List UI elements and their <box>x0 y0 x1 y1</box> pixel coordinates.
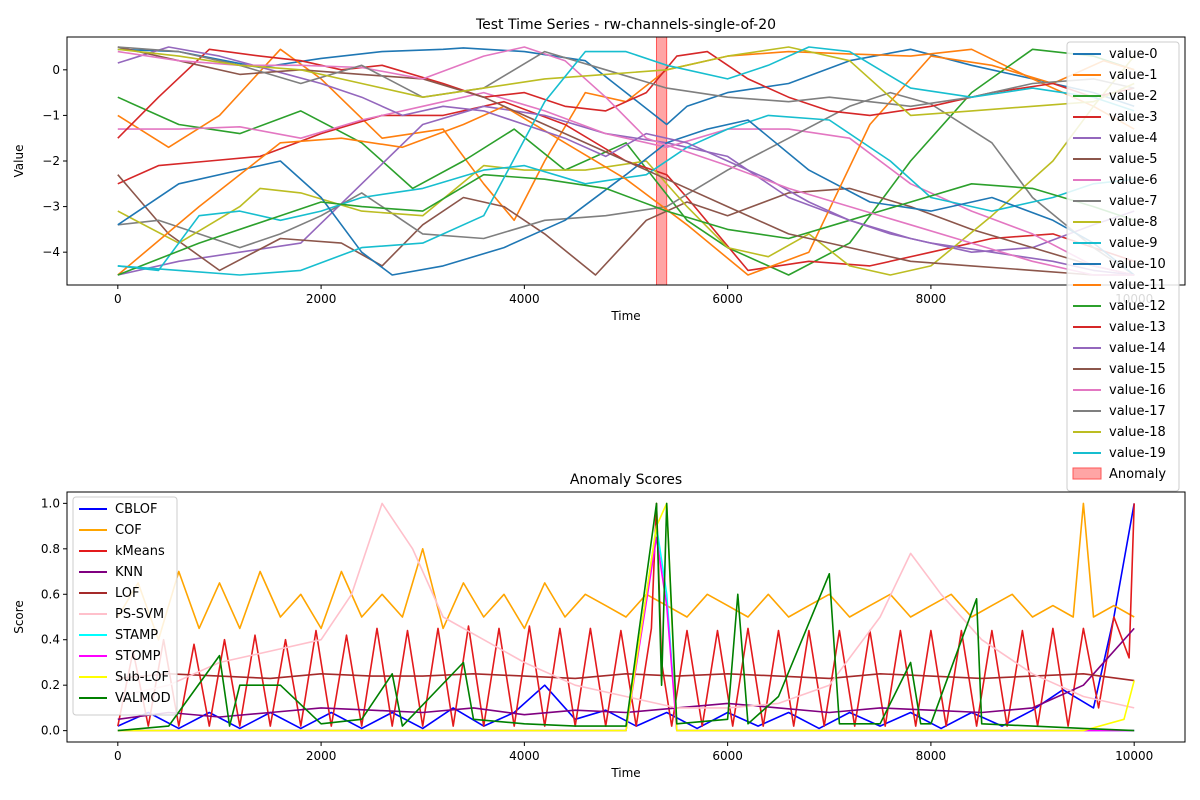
ts-series-value-4 <box>117 105 1135 276</box>
ts-legend-label-value-8: value-8 <box>1109 215 1157 230</box>
ts-legend-label-value-13: value-13 <box>1109 320 1166 335</box>
score-legend-label-ps-svm: PS-SVM <box>115 607 164 622</box>
ts-series-value-13 <box>117 48 1135 139</box>
ts-series-value-0 <box>117 47 1135 126</box>
score-series-valmod <box>117 502 1135 732</box>
ts-series-value-3 <box>117 100 1135 272</box>
score-legend: CBLOF COF kMeans KNN LOF PS-SVM STAMP STOMP Sub-… <box>72 496 178 716</box>
ts-ytick-label: −4 <box>42 245 60 259</box>
ts-xtick-label: 4000 <box>509 292 540 306</box>
score-series-lof <box>117 673 1135 682</box>
ts-legend-label-value-5: value-5 <box>1109 152 1157 167</box>
ts-legend-label-value-11: value-11 <box>1109 278 1166 293</box>
score-xtick-label: 8000 <box>916 749 947 763</box>
ts-legend-label-value-4: value-4 <box>1109 131 1157 146</box>
score-legend-label-stamp: STAMP <box>115 628 158 643</box>
score-x-axis-label: Time <box>610 766 640 780</box>
score-legend-label-cof: COF <box>115 523 142 538</box>
ts-legend-label-value-9: value-9 <box>1109 236 1157 251</box>
score-series-stamp <box>117 525 1135 732</box>
ts-ytick-label: 0 <box>52 63 60 77</box>
score-xtick-label: 0 <box>114 749 122 763</box>
ts-series-value-15 <box>117 46 1135 276</box>
score-ytick-label: 1.0 <box>41 496 60 510</box>
score-series-cof <box>117 502 1135 641</box>
score-legend-label-cblof: CBLOF <box>115 502 158 517</box>
ts-legend-label-value-1: value-1 <box>1109 68 1157 83</box>
score-series-ps-svm <box>117 502 1135 709</box>
ts-xtick-label: 6000 <box>712 292 743 306</box>
ts-legend-label-value-2: value-2 <box>1109 89 1157 104</box>
score-axes-frame <box>66 491 1186 743</box>
score-ytick-label: 0.0 <box>41 724 60 738</box>
ts-legend-label-anomaly: Anomaly <box>1109 467 1166 482</box>
score-series-kmeans <box>117 502 1135 727</box>
ts-series-value-5 <box>117 174 1135 276</box>
score-legend-label-valmod: VALMOD <box>115 691 171 706</box>
score-series-knn <box>117 627 1135 721</box>
score-series-group <box>117 502 1135 732</box>
ts-legend-label-value-3: value-3 <box>1109 110 1157 125</box>
ts-legend-label-value-10: value-10 <box>1109 257 1166 272</box>
ts-series-value-17 <box>117 46 1135 108</box>
score-ytick-label: 0.6 <box>41 587 60 601</box>
score-ytick-label: 0.4 <box>41 633 60 647</box>
ts-legend-label-value-19: value-19 <box>1109 446 1166 461</box>
ts-xtick-label: 2000 <box>306 292 337 306</box>
score-xtick-label: 2000 <box>306 749 337 763</box>
ts-legend: value-0 value-1 value-2 value-3 value-4 value… <box>1066 41 1180 492</box>
ts-ytick-label: −1 <box>42 108 60 122</box>
ts-series-value-6 <box>117 91 1135 276</box>
ts-x-axis-label: Time <box>610 309 640 323</box>
ts-legend-label-value-17: value-17 <box>1109 404 1166 419</box>
ts-chart-title: Test Time Series - rw-channels-single-of… <box>475 17 776 33</box>
ts-series-value-19 <box>117 46 1135 276</box>
score-xtick-label: 4000 <box>509 749 540 763</box>
ts-legend-label-value-6: value-6 <box>1109 173 1157 188</box>
ts-legend-label-value-18: value-18 <box>1109 425 1166 440</box>
score-legend-label-lof: LOF <box>115 586 140 601</box>
score-ytick-label: 0.2 <box>41 678 60 692</box>
ts-series-group <box>117 46 1135 276</box>
ts-legend-label-value-0: value-0 <box>1109 47 1157 62</box>
ts-legend-label-value-14: value-14 <box>1109 341 1166 356</box>
score-chart-title: Anomaly Scores <box>570 472 682 488</box>
anomaly-scores-plot: 0 2000 4000 6000 8000 10000 0.0 0.2 0.4 0.6 0.8 1.0… <box>12 472 1186 780</box>
ts-series-value-12 <box>117 173 1135 276</box>
ts-series-value-7 <box>117 91 1135 276</box>
ts-xtick-label: 0 <box>114 292 122 306</box>
score-legend-label-stomp: STOMP <box>115 649 161 664</box>
ts-series-value-14 <box>117 46 1135 276</box>
ts-series-value-11 <box>117 55 1135 276</box>
ts-legend-swatch-anomaly <box>1072 467 1102 480</box>
score-legend-label-kmeans: kMeans <box>115 544 165 559</box>
ts-y-axis-label: Value <box>12 145 26 178</box>
ts-xtick-label: 8000 <box>916 292 947 306</box>
score-legend-label-knn: KNN <box>115 565 143 580</box>
ts-legend-label-value-7: value-7 <box>1109 194 1157 209</box>
ts-series-value-18 <box>117 46 1135 117</box>
score-legend-label-sub-lof: Sub-LOF <box>115 670 169 685</box>
score-xtick-label: 6000 <box>712 749 743 763</box>
ts-legend-label-value-12: value-12 <box>1109 299 1166 314</box>
score-ytick-label: 0.8 <box>41 542 60 556</box>
score-xtick-label: 10000 <box>1115 749 1153 763</box>
ts-legend-box <box>1066 41 1180 492</box>
ts-legend-label-value-15: value-15 <box>1109 362 1166 377</box>
score-y-axis-label: Score <box>12 600 26 634</box>
score-series-stomp <box>117 536 1135 732</box>
ts-legend-label-value-16: value-16 <box>1109 383 1166 398</box>
ts-series-value-16 <box>117 46 1135 276</box>
ts-series-value-10 <box>117 119 1135 276</box>
ts-ytick-label: −3 <box>42 200 60 214</box>
ts-series-value-2 <box>117 48 1135 276</box>
ts-ytick-label: −2 <box>42 154 60 168</box>
